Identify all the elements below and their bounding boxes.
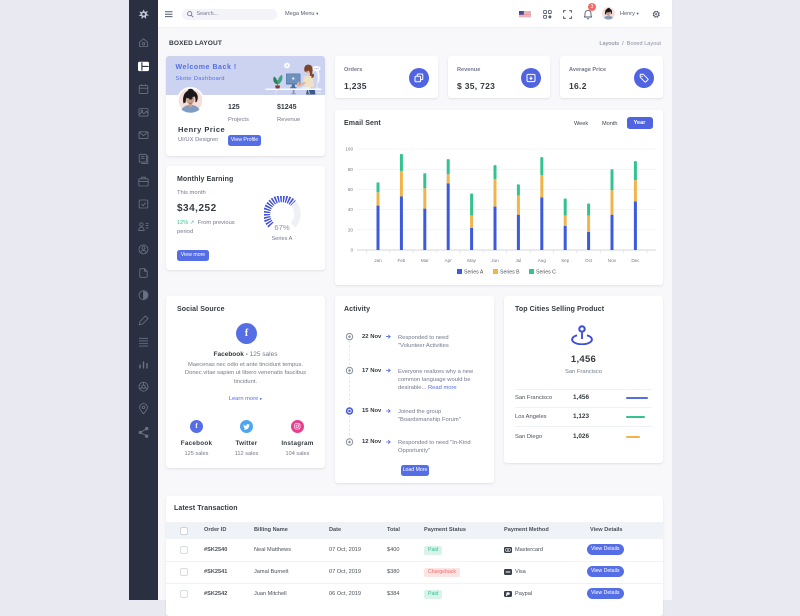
svg-text:Jan: Jan [374,258,382,263]
svg-text:40: 40 [348,207,354,212]
svg-text:Apr: Apr [445,258,453,263]
svg-text:60: 60 [348,187,354,192]
svg-text:80: 80 [348,167,354,172]
svg-text:Series A: Series A [272,236,293,242]
svg-text:67%: 67% [274,223,289,232]
svg-text:Jun: Jun [491,258,499,263]
svg-text:Series C: Series C [536,270,556,276]
svg-text:Aug: Aug [538,258,547,263]
svg-text:Nov: Nov [608,258,617,263]
svg-text:Jul: Jul [515,258,521,263]
svg-text:Sep: Sep [561,258,570,263]
svg-text:Series B: Series B [500,270,520,276]
svg-text:Series A: Series A [464,270,484,276]
svg-text:Dec: Dec [631,258,640,263]
svg-text:Feb: Feb [397,258,405,263]
svg-text:Oct: Oct [585,258,593,263]
svg-text:0: 0 [350,248,353,253]
svg-text:20: 20 [348,227,354,232]
svg-text:May: May [467,258,476,263]
svg-text:Mar: Mar [421,258,429,263]
svg-text:100: 100 [345,147,353,152]
